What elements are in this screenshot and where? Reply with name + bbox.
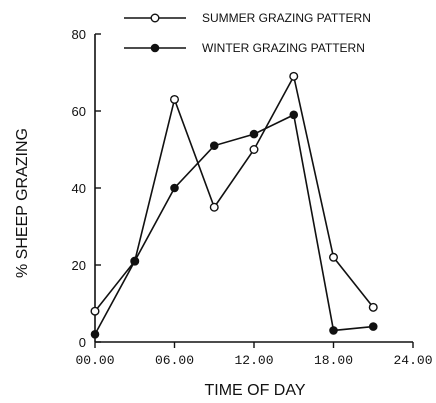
legend-label: SUMMER GRAZING PATTERN <box>202 11 371 25</box>
y-ticks: 0 20 40 60 80 <box>72 27 101 350</box>
data-point <box>329 252 339 262</box>
x-tick-label: 06.00 <box>155 353 194 368</box>
axes <box>94 34 413 343</box>
series-line <box>94 113 374 335</box>
data-point <box>368 302 378 312</box>
legend-label: WINTER GRAZING PATTERN <box>202 41 365 55</box>
y-tick-label: 40 <box>72 181 86 196</box>
data-point <box>368 322 378 331</box>
data-point <box>249 129 259 139</box>
y-tick-label: 0 <box>79 335 86 350</box>
series-winter <box>90 110 378 339</box>
series-summer <box>90 71 378 316</box>
legend-marker <box>150 13 160 23</box>
data-point <box>130 256 140 266</box>
data-point <box>170 183 179 193</box>
series-line <box>94 74 374 312</box>
series-group <box>90 71 378 339</box>
data-point <box>209 202 219 212</box>
x-tick-label: 12.00 <box>234 353 273 368</box>
data-point <box>329 326 338 335</box>
x-axis-title: TIME OF DAY <box>204 382 305 399</box>
x-ticks: 00.00 06.00 12.00 18.00 24.00 <box>75 342 433 368</box>
y-tick-label: 20 <box>72 258 86 273</box>
data-point <box>90 329 100 339</box>
y-axis-title: % SHEEP GRAZING <box>14 128 31 278</box>
x-tick-label: 24.00 <box>393 353 432 368</box>
data-point <box>249 144 259 154</box>
y-tick-label: 80 <box>72 27 86 42</box>
data-point <box>169 94 179 104</box>
x-tick-label: 18.00 <box>314 353 353 368</box>
data-point <box>289 110 299 120</box>
x-tick-label: 00.00 <box>75 353 114 368</box>
data-point <box>289 71 299 81</box>
data-point <box>90 306 100 316</box>
data-point <box>209 141 219 150</box>
y-tick-label: 60 <box>72 104 86 119</box>
legend: SUMMER GRAZING PATTERN WINTER GRAZING PAT… <box>124 11 371 55</box>
legend-marker <box>150 43 160 53</box>
